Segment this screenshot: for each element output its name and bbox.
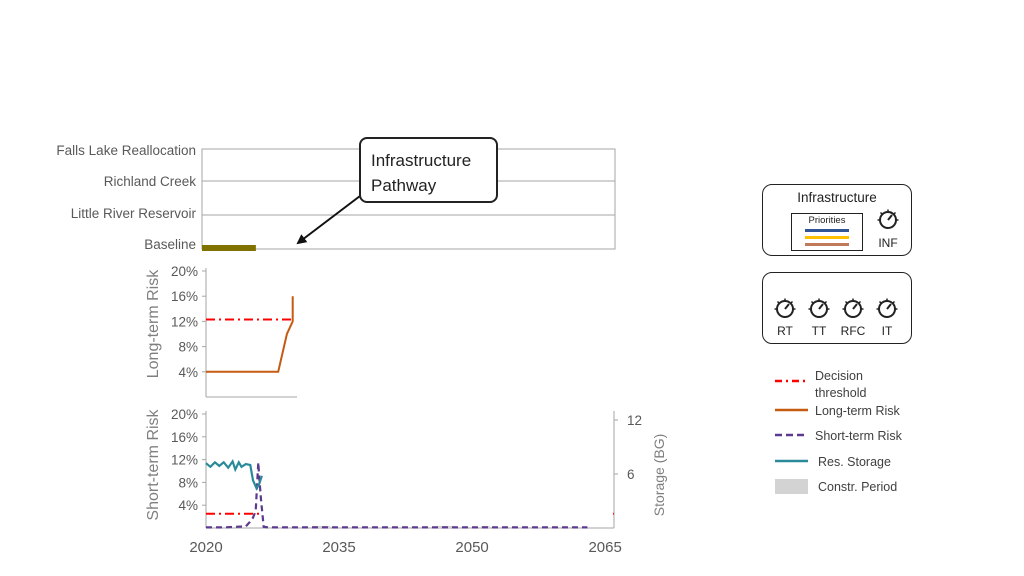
priority-bar <box>805 243 849 246</box>
knob-icon[interactable] <box>774 298 796 320</box>
policy-knobs-panel: RT TT RFC IT <box>762 272 912 344</box>
timeline-panel: Falls Lake Reallocation Richland Creek L… <box>56 143 616 252</box>
knob-rfc: RFC <box>838 298 868 338</box>
short-term-risk-axis-title: Short-term Risk <box>145 408 162 520</box>
priorities-label: Priorities <box>808 215 846 226</box>
knob-icon[interactable] <box>842 298 864 320</box>
x-tick-label: 2050 <box>455 539 488 556</box>
y-tick-label: 16% <box>171 289 198 304</box>
x-tick-label: 2065 <box>588 539 621 556</box>
legend-label: Long-term Risk <box>815 404 900 418</box>
y-tick-label: 12% <box>171 453 198 468</box>
y-tick-label: 12% <box>171 314 198 329</box>
long-term-risk-panel: Long-term Risk 20% 16% 12% 8% 4% <box>145 264 297 398</box>
callout-arrow <box>296 195 361 245</box>
construction-period <box>312 526 331 528</box>
knob-label: RT <box>777 324 793 338</box>
x-tick-label: 2035 <box>322 539 355 556</box>
y-tick-label: 8% <box>178 475 198 490</box>
legend-label: Constr. Period <box>818 480 897 494</box>
knob-icon[interactable] <box>808 298 830 320</box>
priorities-box: Priorities <box>791 213 863 251</box>
short-term-risk-line <box>206 462 588 529</box>
knob-label: INF <box>878 236 898 250</box>
filled-box-icon <box>775 479 808 494</box>
y2-tick-label: 6 <box>627 467 635 482</box>
legend-label: Res. Storage <box>818 455 891 469</box>
y-tick-label: 16% <box>171 430 198 445</box>
knob-icon[interactable] <box>876 298 898 320</box>
res-storage-line <box>205 458 263 491</box>
knob-label: TT <box>811 324 827 338</box>
legend-label: threshold <box>815 386 866 400</box>
long-term-risk-line <box>206 296 294 373</box>
knob-rt: RT <box>770 298 800 338</box>
baseline-pathway-bar <box>202 245 256 251</box>
knob-tt: TT <box>804 298 834 338</box>
timeline-category-label: Richland Creek <box>104 174 197 189</box>
infrastructure-panel-title: Infrastructure <box>797 190 877 205</box>
y-tick-label: 4% <box>178 498 198 513</box>
callout-line: Infrastructure <box>371 151 472 170</box>
y-tick-label: 20% <box>171 407 198 422</box>
long-term-risk-axis-title: Long-term Risk <box>145 269 162 378</box>
priority-bar <box>805 229 849 232</box>
knob-label: RFC <box>840 324 866 338</box>
infrastructure-panel: Infrastructure Priorities INF <box>762 184 912 256</box>
callout-line: Pathway <box>371 176 437 195</box>
timeline-category-label: Falls Lake Reallocation <box>56 143 196 158</box>
y2-tick-label: 12 <box>627 413 642 428</box>
short-term-risk-panel: Short-term Risk Storage (BG) 20% 16% 12% 8%… <box>145 407 667 556</box>
timeline-category-label: Little River Reservoir <box>71 206 197 221</box>
timeline-category-label: Baseline <box>144 237 196 252</box>
knob-label: IT <box>881 324 893 338</box>
legend: Decision threshold Long-term Risk Short-… <box>775 369 903 494</box>
infrastructure-pathway-callout: Infrastructure Pathway <box>359 137 498 203</box>
knob-it: IT <box>872 298 902 338</box>
storage-axis-title: Storage (BG) <box>651 434 667 516</box>
priority-bar <box>805 236 849 239</box>
knob-icon[interactable] <box>877 209 899 231</box>
y-tick-label: 8% <box>178 340 198 355</box>
y-tick-label: 4% <box>178 365 198 380</box>
y-tick-label: 20% <box>171 264 198 279</box>
x-tick-label: 2020 <box>189 539 222 556</box>
legend-label: Decision <box>815 369 863 383</box>
legend-label: Short-term Risk <box>815 429 903 443</box>
